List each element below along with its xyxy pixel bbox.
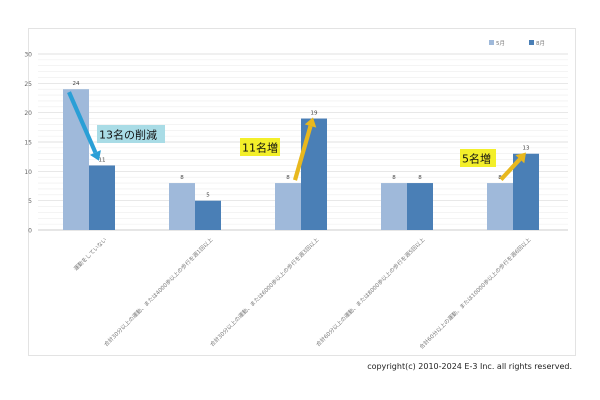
annotation-label: 11名増 bbox=[242, 141, 278, 155]
y-tick-label: 20 bbox=[24, 110, 32, 117]
x-tick-label: 合計30分以上の運動、または6000歩以上の歩行を週3回以上 bbox=[208, 235, 321, 348]
bar bbox=[89, 165, 115, 230]
annotation-label-bg bbox=[460, 149, 496, 167]
x-tick-label: 合計60分以上の運動、または8000歩以上の歩行を週5回以上 bbox=[314, 235, 427, 348]
bar bbox=[169, 183, 195, 230]
annotation-arrowhead bbox=[304, 117, 317, 128]
data-label: 8 bbox=[392, 175, 396, 181]
bar bbox=[275, 183, 301, 230]
bar bbox=[195, 200, 221, 230]
data-label: 8 bbox=[286, 175, 290, 181]
data-label: 24 bbox=[73, 81, 80, 87]
annotation-arrow bbox=[499, 157, 522, 181]
legend-label: 5月 bbox=[496, 40, 505, 47]
data-label: 8 bbox=[180, 175, 184, 181]
annotation-label-bg bbox=[240, 138, 280, 156]
bar bbox=[487, 183, 513, 230]
data-label: 19 bbox=[311, 111, 318, 117]
x-tick-label: 運動をしていない bbox=[72, 235, 109, 272]
data-label: 13 bbox=[523, 146, 530, 152]
y-tick-label: 0 bbox=[28, 228, 32, 235]
data-label: 8 bbox=[418, 175, 422, 181]
bar bbox=[381, 183, 407, 230]
legend-swatch bbox=[529, 40, 534, 45]
annotation-label: 5名増 bbox=[462, 152, 491, 166]
annotation-arrow bbox=[292, 125, 313, 181]
bar bbox=[301, 118, 327, 230]
y-tick-label: 15 bbox=[24, 140, 32, 147]
y-tick-label: 30 bbox=[24, 52, 32, 59]
x-tick-label: 合計60分以上の運動、または10000歩以上の歩行を週6回以上 bbox=[418, 235, 533, 350]
legend-label: 8月 bbox=[536, 40, 545, 47]
annotation-arrowhead bbox=[515, 152, 526, 164]
y-tick-label: 5 bbox=[28, 198, 32, 205]
bar bbox=[407, 183, 433, 230]
x-tick-label: 合計30分以上の運動、または4000歩以上の歩行を週1回以上 bbox=[102, 235, 215, 348]
annotation-arrow bbox=[67, 91, 98, 154]
annotation-label-bg bbox=[97, 125, 165, 143]
copyright-text: copyright(c) 2010-2024 E-3 Inc. all righ… bbox=[367, 362, 572, 371]
y-tick-label: 10 bbox=[24, 169, 32, 176]
data-label: 5 bbox=[206, 193, 210, 199]
legend-swatch bbox=[489, 40, 494, 45]
y-tick-label: 25 bbox=[24, 81, 32, 88]
bar bbox=[513, 153, 539, 230]
data-label: 11 bbox=[99, 157, 106, 163]
annotation-label: 13名の削減 bbox=[99, 128, 157, 142]
annotation-arrowhead bbox=[89, 150, 101, 161]
